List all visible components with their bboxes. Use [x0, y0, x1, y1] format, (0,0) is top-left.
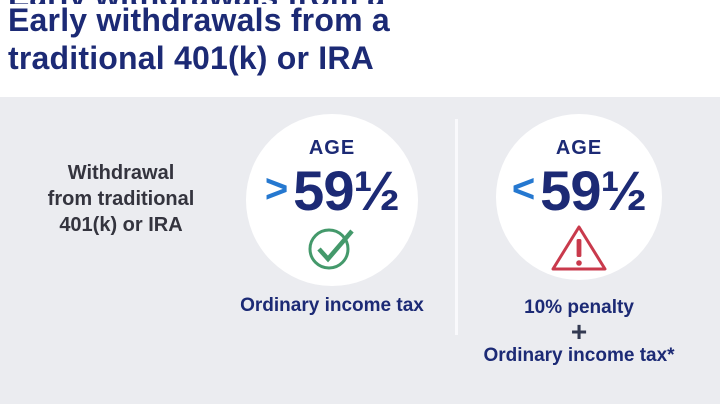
- content-panel: Withdrawal from traditional 401(k) or IR…: [0, 97, 720, 404]
- page-title-line-2: traditional 401(k) or IRA: [8, 40, 374, 76]
- income-tax-text: Ordinary income tax*: [483, 345, 675, 366]
- less-than-symbol: <: [511, 167, 536, 211]
- age-over-59-circle: AGE > 59½: [246, 114, 418, 286]
- check-circle-icon: [308, 228, 354, 270]
- cropped-text-artifact: Early withdrawals from a: [8, 0, 438, 4]
- age-over-59-value: > 59½: [264, 159, 400, 222]
- page-title: Early withdrawals from a traditional 401…: [8, 1, 390, 77]
- section-divider: [455, 119, 458, 335]
- age-under-59-value: < 59½: [511, 159, 647, 222]
- age-label: AGE: [555, 137, 603, 159]
- page-title-line-1: Early withdrawals from a: [8, 2, 390, 38]
- withdrawal-source-label: Withdrawal from traditional 401(k) or IR…: [47, 162, 195, 236]
- greater-than-symbol: >: [264, 167, 289, 211]
- age-label: AGE: [308, 137, 356, 159]
- under-59-result: 10% penalty + Ordinary income tax*: [464, 297, 694, 367]
- penalty-text: 10% penalty: [524, 297, 634, 318]
- over-59-result: Ordinary income tax: [240, 295, 424, 316]
- warning-triangle-icon: [551, 225, 607, 271]
- plus-sign: +: [570, 316, 588, 347]
- age-under-59-circle: AGE < 59½: [496, 114, 662, 280]
